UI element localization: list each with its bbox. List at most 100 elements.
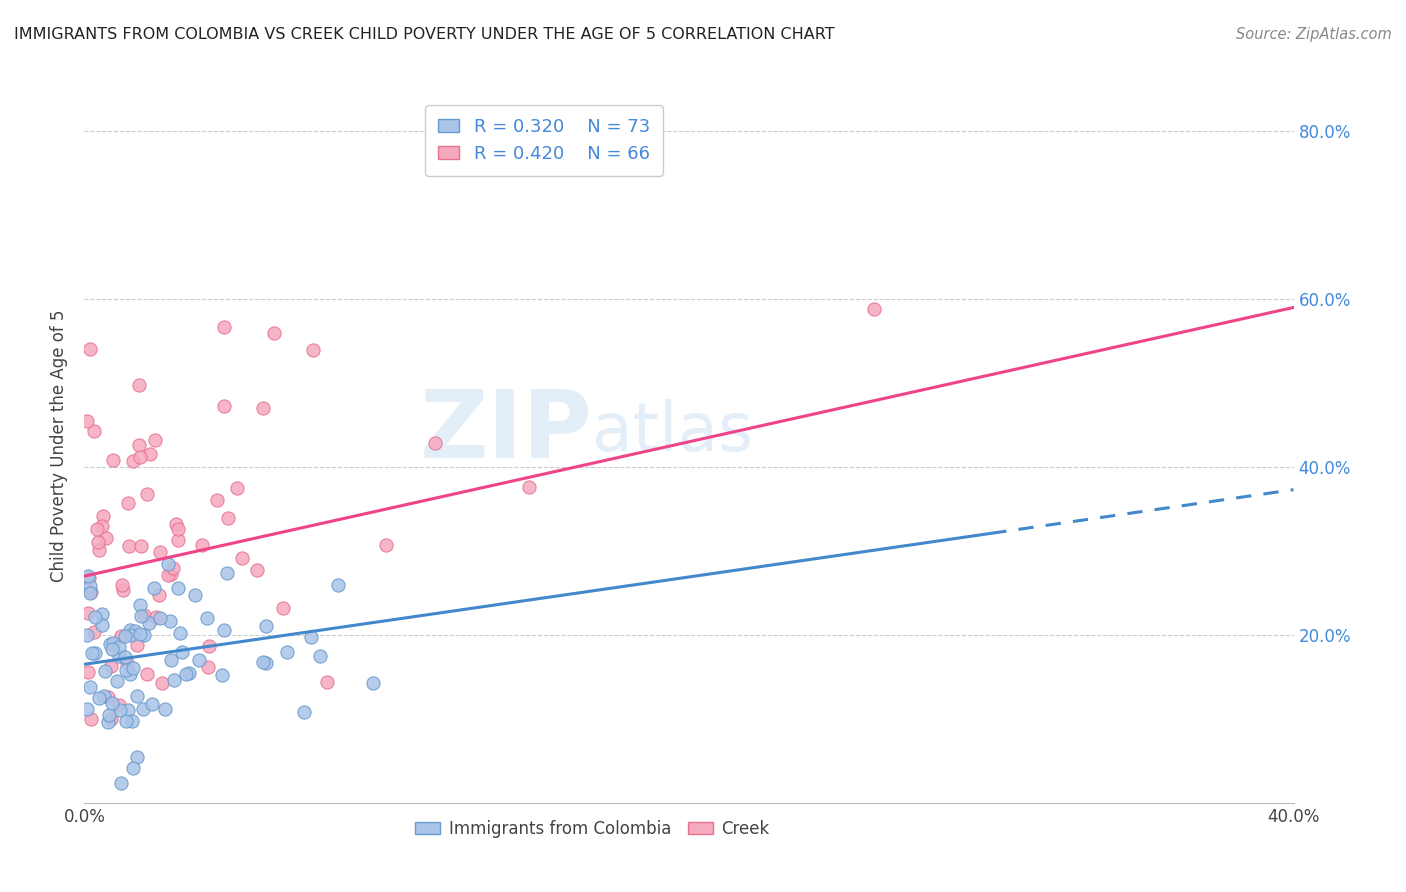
Point <box>77 571 100 585</box>
Point <box>159 567 181 582</box>
Point <box>80 712 103 726</box>
Point <box>198 639 221 653</box>
Point <box>90 618 112 632</box>
Point <box>155 702 177 716</box>
Point <box>76 702 98 716</box>
Point <box>254 657 277 671</box>
Point <box>80 646 103 660</box>
Legend: Immigrants from Colombia, Creek: Immigrants from Colombia, Creek <box>409 814 776 845</box>
Point <box>108 703 131 717</box>
Point <box>176 667 198 681</box>
Point <box>301 343 323 358</box>
Point <box>105 673 128 688</box>
Point <box>97 714 120 729</box>
Point <box>145 610 167 624</box>
Point <box>136 667 159 681</box>
Point <box>134 607 156 622</box>
Point <box>263 326 285 340</box>
Point <box>132 702 155 716</box>
Point <box>863 302 886 317</box>
Point <box>87 534 110 549</box>
Point <box>114 664 136 678</box>
Point <box>254 619 277 633</box>
Point <box>77 606 100 620</box>
Point <box>121 661 143 675</box>
Point <box>252 401 274 415</box>
Point <box>160 653 183 667</box>
Point <box>197 610 219 624</box>
Point <box>148 588 170 602</box>
Point <box>101 697 124 711</box>
Point <box>205 493 228 508</box>
Point <box>273 601 295 615</box>
Point <box>80 585 103 599</box>
Point <box>107 649 129 664</box>
Point <box>91 607 114 621</box>
Point <box>117 539 139 553</box>
Point <box>93 664 115 678</box>
Point <box>114 629 136 643</box>
Point <box>156 557 179 571</box>
Point <box>79 586 101 600</box>
Point <box>101 635 124 649</box>
Point <box>142 581 165 595</box>
Point <box>111 578 134 592</box>
Point <box>118 666 141 681</box>
Point <box>163 673 186 687</box>
Point <box>165 517 187 532</box>
Point <box>150 675 173 690</box>
Text: ZIP: ZIP <box>419 385 592 478</box>
Point <box>79 343 101 357</box>
Point <box>124 624 146 638</box>
Text: IMMIGRANTS FROM COLOMBIA VS CREEK CHILD POVERTY UNDER THE AGE OF 5 CORRELATION C: IMMIGRANTS FROM COLOMBIA VS CREEK CHILD … <box>14 27 835 42</box>
Point <box>299 630 322 644</box>
Point <box>118 623 141 637</box>
Point <box>361 675 384 690</box>
Text: atlas: atlas <box>592 399 754 465</box>
Point <box>100 712 122 726</box>
Point <box>517 480 540 494</box>
Point <box>129 609 152 624</box>
Point <box>212 624 235 638</box>
Point <box>128 378 150 392</box>
Point <box>76 414 98 428</box>
Point <box>212 399 235 413</box>
Point <box>215 566 238 580</box>
Point <box>308 649 330 664</box>
Point <box>97 690 120 705</box>
Point <box>292 706 315 720</box>
Point <box>129 539 152 553</box>
Text: Source: ZipAtlas.com: Source: ZipAtlas.com <box>1236 27 1392 42</box>
Point <box>86 522 108 536</box>
Point <box>197 660 219 674</box>
Point <box>129 450 152 464</box>
Point <box>110 629 132 643</box>
Point <box>191 538 214 552</box>
Point <box>89 691 111 706</box>
Point <box>117 656 139 670</box>
Point <box>184 588 207 602</box>
Point <box>125 638 148 652</box>
Point <box>316 675 339 690</box>
Point <box>84 610 107 624</box>
Point <box>129 598 152 612</box>
Point <box>166 522 188 536</box>
Point <box>79 680 101 694</box>
Point <box>121 714 143 729</box>
Point <box>83 424 105 438</box>
Point <box>121 453 143 467</box>
Point <box>326 578 349 592</box>
Point <box>134 627 156 641</box>
Point <box>97 708 120 723</box>
Point <box>149 611 172 625</box>
Point <box>100 659 122 673</box>
Point <box>139 447 162 461</box>
Point <box>79 579 101 593</box>
Point <box>231 550 253 565</box>
Point <box>117 703 139 717</box>
Point <box>170 645 193 659</box>
Point <box>101 453 124 467</box>
Point <box>96 532 118 546</box>
Y-axis label: Child Poverty Under the Age of 5: Child Poverty Under the Age of 5 <box>51 310 69 582</box>
Point <box>122 761 145 775</box>
